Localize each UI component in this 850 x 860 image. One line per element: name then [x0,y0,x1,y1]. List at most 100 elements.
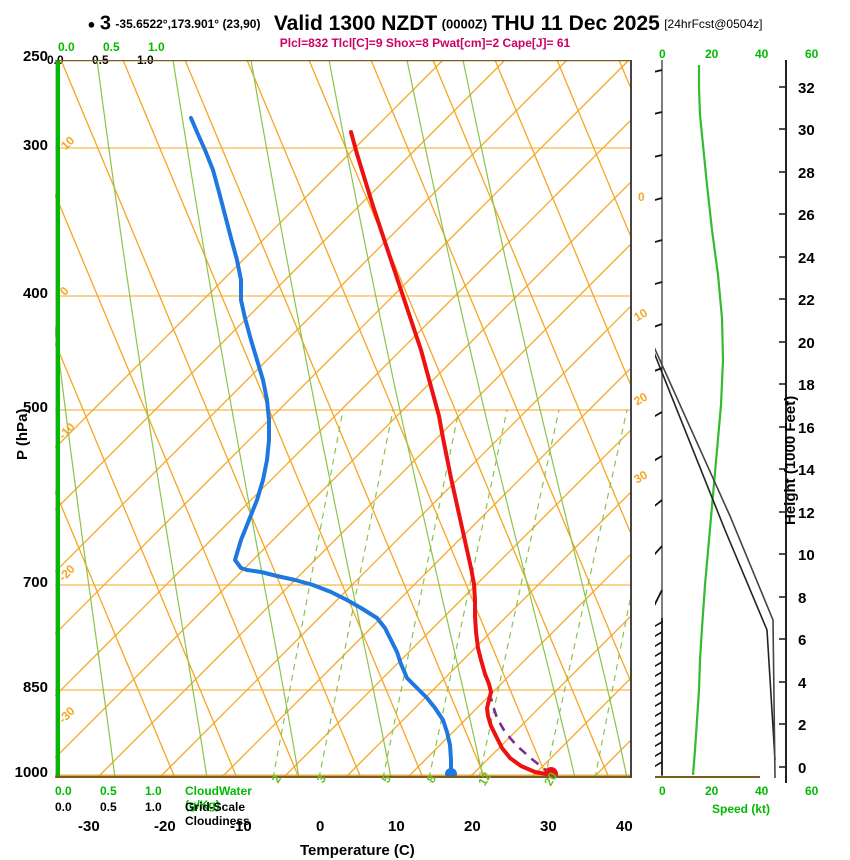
temp-tick-m20: -20 [154,818,176,835]
parcel-path-curve [489,697,552,776]
height-tick-8: 8 [798,590,807,607]
temp-tick-30: 30 [540,818,557,835]
dry-adiabat-lines [55,60,632,778]
surface-temperature-marker [544,767,558,778]
wind-barb [655,154,663,158]
valid-date-label: THU 11 Dec 2025 [491,12,660,35]
wind-barb [655,545,663,556]
height-tick-0: 0 [798,760,807,777]
pressure-axis-label: P (hPa) [14,408,31,460]
wind-barb-panel[interactable] [655,60,776,778]
dry-adiabat-label-20: 20 [631,389,650,409]
wind-barb [655,411,663,418]
temp-tick-20: 20 [464,818,481,835]
speed-bottom-tick-1: 20 [705,784,719,798]
wind-barb [655,499,663,507]
wind-barb [655,239,663,243]
speed-tick-2: 40 [755,47,769,61]
station-number: 3 [99,12,111,35]
moist-adiabat-lines [55,60,628,778]
wind-barb [655,455,663,462]
pressure-tick-400: 400 [22,285,48,302]
cloudwater-bottom-tick-0: 0.0 [55,784,72,798]
height-tick-4: 4 [798,675,807,692]
pressure-tick-300: 300 [22,137,48,154]
height-axis: 32 30 28 26 24 22 20 18 16 14 12 10 8 6 … [776,55,850,785]
height-tick-18: 18 [798,377,815,394]
wind-envelope-line [655,352,776,761]
wind-panel-frame [655,347,776,778]
skewt-plot[interactable] [55,60,632,778]
pressure-tick-700: 700 [22,574,48,591]
wind-speed-profile [691,65,725,776]
wind-panel-bottom-border [655,776,760,778]
temperature-axis: -30 -20 -10 0 10 20 30 40 Temperature (C… [0,818,850,860]
wind-barb [655,111,663,115]
speed-bottom-tick-0: 0 [659,784,666,798]
dry-adiabat-label-30: 30 [631,467,650,487]
speed-bottom-tick-3: 60 [805,784,819,798]
height-tick-22: 22 [798,292,815,309]
temp-tick-10: 10 [388,818,405,835]
cloudwater-tick-1: 0.5 [103,40,120,54]
speed-scale-top: 0 20 40 60 [655,47,850,65]
height-tick-10: 10 [798,547,815,564]
isobar-gridlines [55,147,632,776]
height-axis-label: Height (1000 Feet) [782,395,799,525]
cloudiness-bottom-tick-1: 0.5 [100,800,117,814]
temp-tick-m10: -10 [230,818,252,835]
speed-tick-3: 60 [805,47,819,61]
height-tick-12: 12 [798,505,815,522]
dry-adiabat-label-10: 10 [631,305,650,325]
wind-barb [655,367,663,372]
wind-barb-cluster-lowlevel [655,618,663,775]
wind-barb [655,281,663,285]
isotherm-lines [55,60,632,778]
wind-barb [655,589,663,607]
wind-barb [655,323,663,328]
height-tick-28: 28 [798,165,815,182]
cloudwater-legend-label: CloudWater (g/Kg) [185,784,252,812]
height-tick-32: 32 [798,80,815,97]
dewpoint-curve [189,116,453,777]
cloudwater-tick-2: 1.0 [148,40,165,54]
temperature-axis-label: Temperature (C) [300,842,415,859]
speed-tick-1: 20 [705,47,719,61]
height-tick-26: 26 [798,207,815,224]
title-bar: ● 3 -35.6522°,173.901° (23,90) Valid 130… [0,12,850,36]
height-tick-marks [779,86,786,768]
height-tick-2: 2 [798,717,807,734]
height-tick-6: 6 [798,632,807,649]
forecast-tag: [24hrFcst@0504z] [664,17,763,31]
temp-tick-40: 40 [616,818,633,835]
speed-axis-label: Speed (kt) [712,802,771,816]
mixing-ratio-lines [272,409,632,778]
height-tick-20: 20 [798,335,815,352]
stability-indices-line: Plcl=832 Tlcl[C]=9 Shox=8 Pwat[cm]=2 Cap… [279,36,571,50]
valid-utc-label: (0000Z) [441,16,488,32]
cloudwater-bottom-tick-2: 1.0 [145,784,162,798]
temp-tick-0: 0 [316,818,325,835]
wind-barb-group [655,69,663,607]
pressure-axis: 250 300 400 500 700 850 1000 P (hPa) [0,0,55,860]
height-tick-16: 16 [798,420,815,437]
pressure-tick-1000: 1000 [14,764,48,781]
station-dot-icon: ● [87,16,96,32]
pressure-tick-250: 250 [22,48,48,65]
station-coordinates: -35.6522°,173.901° (23,90) [115,17,261,31]
pressure-tick-850: 850 [22,679,48,696]
wind-barb [655,69,663,73]
cloudwater-bottom-tick-1: 0.5 [100,784,117,798]
speed-bottom-tick-2: 40 [755,784,769,798]
height-axis-line [785,60,787,783]
pressure-tick-500: 500 [22,399,48,416]
cloudwater-tick-0: 0.0 [58,40,75,54]
valid-time-label: Valid 1300 NZDT [273,12,438,35]
cloudiness-bottom-tick-0: 0.0 [55,800,72,814]
height-tick-14: 14 [798,462,815,479]
cloudiness-legend-label: Grid-Scale Cloudiness [185,800,250,828]
surface-dewpoint-marker [445,768,457,778]
speed-scale-bottom: 0 20 40 60 [655,784,850,802]
height-tick-30: 30 [798,122,815,139]
wind-barb [655,197,663,201]
